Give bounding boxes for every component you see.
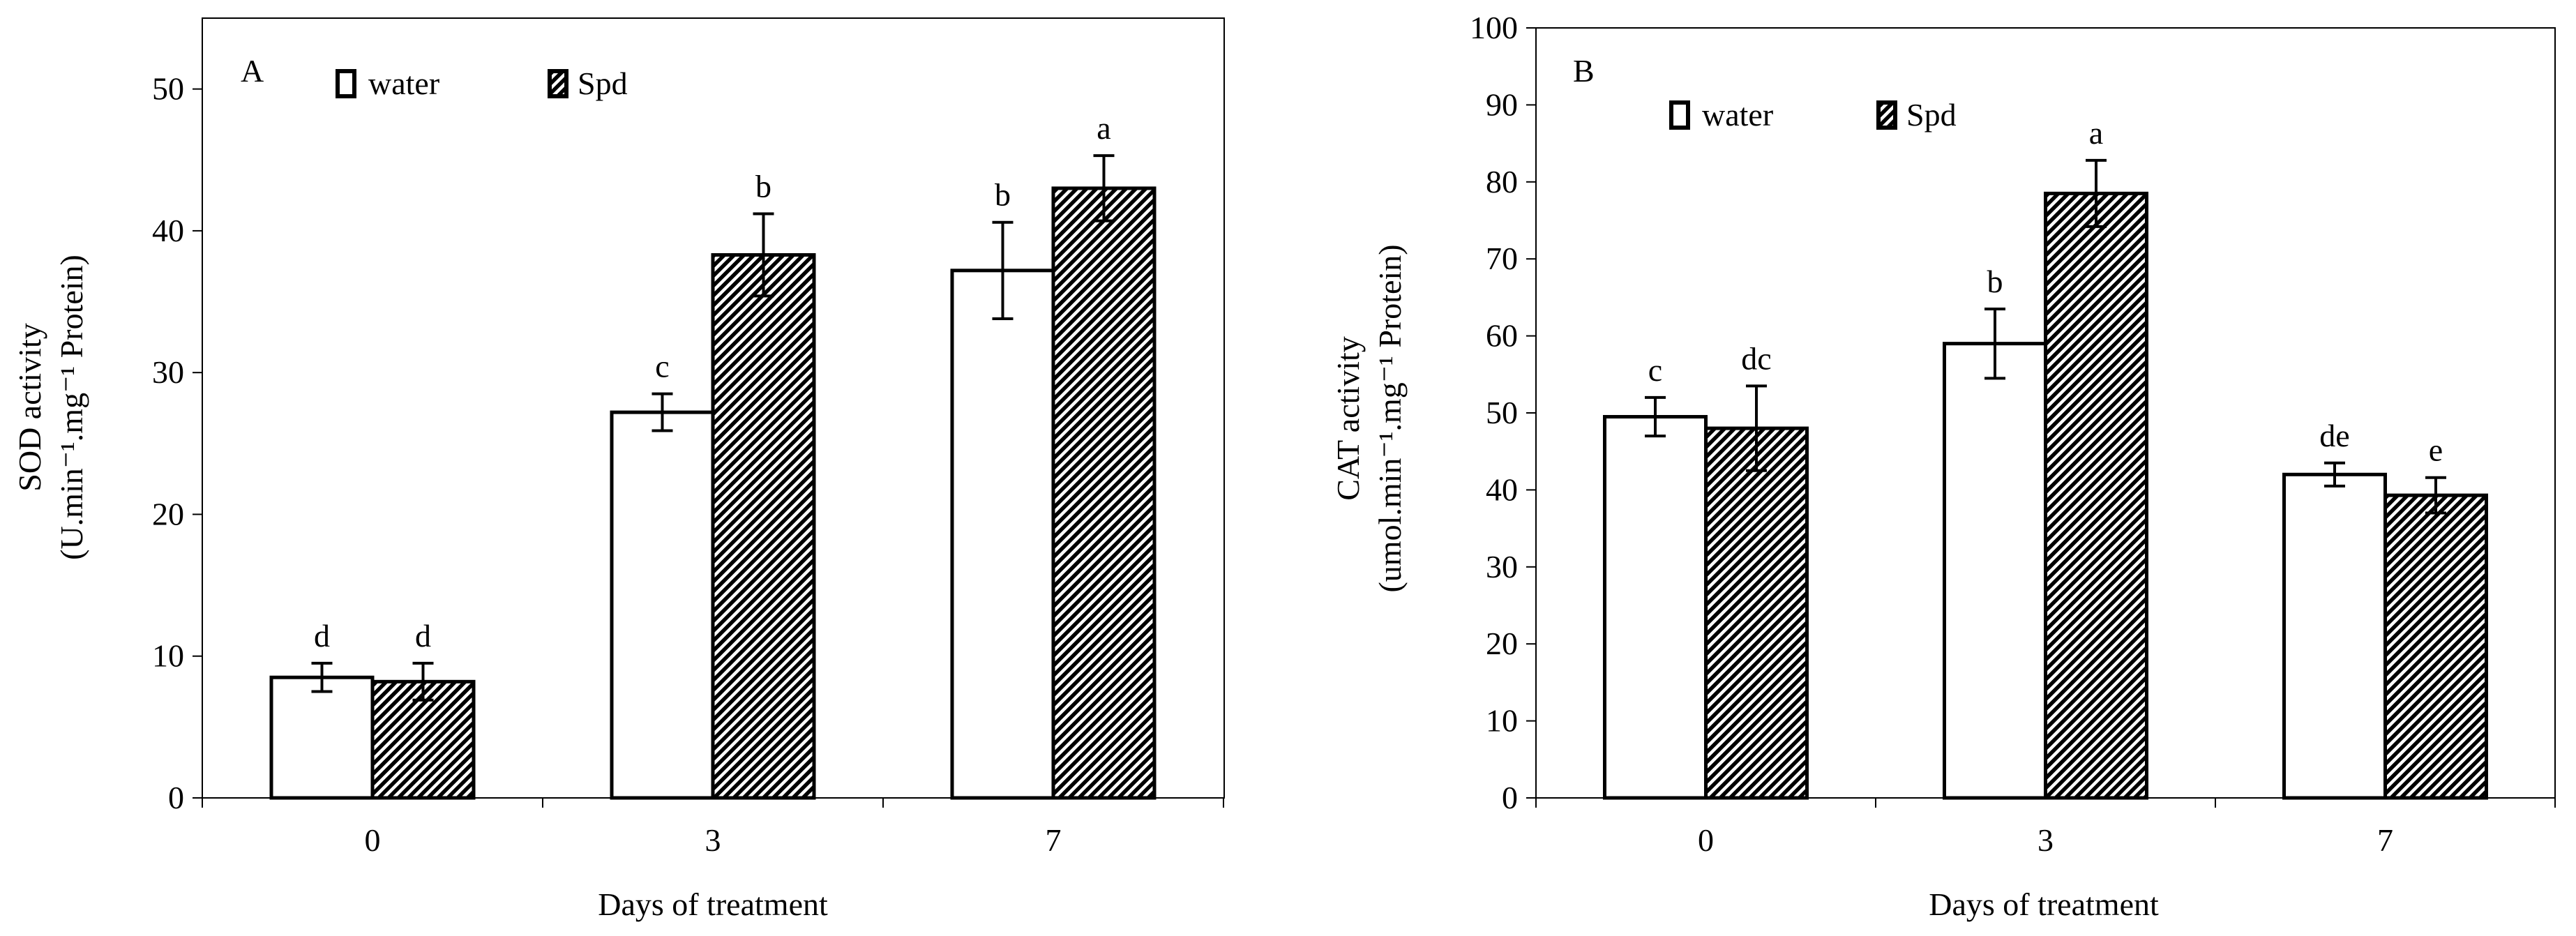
panel-a-label: A [241, 53, 264, 89]
x-tick-label: 7 [2377, 822, 2393, 858]
y-tick-label: 10 [152, 638, 184, 674]
y-tick-label: 0 [1502, 780, 1518, 815]
panel-a-ylabel-line1: SOD activity [12, 323, 47, 491]
legend-spd-label: Spd [578, 66, 628, 101]
panel-b-ylabel-line2: (umol.min⁻¹.mg⁻¹ Protein) [1372, 244, 1408, 592]
y-tick-label: 10 [1486, 703, 1518, 739]
y-tick-label: 90 [1486, 86, 1518, 122]
significance-letter: b [1987, 264, 2003, 299]
x-tick-label: 0 [365, 822, 381, 858]
spd-bar-day-7 [2383, 493, 2488, 800]
panel-a-ylabel: SOD activity (U.min⁻¹.mg⁻¹ Protein) [12, 255, 89, 560]
panel-a-xlabel: Days of treatment [598, 886, 828, 922]
spd-bar-day-3 [2044, 191, 2148, 800]
y-tick-label: 50 [152, 71, 184, 107]
x-tick-label: 7 [1046, 822, 1062, 858]
y-tick-label: 80 [1486, 164, 1518, 199]
panel-b-ylabel-line1: CAT activity [1330, 336, 1366, 501]
legend-spd-swatch [548, 69, 568, 98]
legend-water-swatch [1669, 100, 1690, 130]
significance-letter: e [2429, 432, 2443, 468]
water-bar-day-0 [269, 675, 375, 800]
significance-letter: d [415, 618, 431, 654]
y-tick-label: 100 [1470, 10, 1518, 45]
y-tick-label: 20 [152, 496, 184, 531]
y-tick-label: 30 [152, 354, 184, 390]
legend-spd-label: Spd [1906, 97, 1957, 133]
significance-letter: d [314, 618, 330, 654]
significance-letter: a [1097, 110, 1110, 146]
legend-water-swatch [336, 69, 356, 98]
water-bar-day-7 [950, 269, 1055, 800]
panel-a-ylabel-line2: (U.min⁻¹.mg⁻¹ Protein) [54, 255, 89, 560]
spd-bar-day-7 [1051, 186, 1157, 800]
x-tick-label: 0 [1698, 822, 1714, 858]
legend-water-label: water [368, 66, 439, 101]
y-tick-label: 70 [1486, 241, 1518, 276]
legend-water-label: water [1702, 97, 1773, 133]
y-tick-label: 40 [1486, 471, 1518, 507]
panel-a-legend: water Spd [336, 66, 628, 101]
panel-b-ylabel: CAT activity (umol.min⁻¹.mg⁻¹ Protein) [1330, 244, 1408, 592]
panel-b-xlabel: Days of treatment [1929, 886, 2159, 922]
water-bar-day-7 [2282, 472, 2387, 800]
significance-letter: b [755, 169, 771, 204]
significance-letter: a [2089, 115, 2103, 151]
spd-bar-day-0 [1704, 426, 1809, 800]
panel-b-legend: water Spd [1669, 97, 1957, 133]
water-bar-day-0 [1603, 415, 1708, 800]
water-bar-day-3 [610, 410, 715, 800]
y-tick-label: 30 [1486, 549, 1518, 584]
x-tick-label: 3 [705, 822, 721, 858]
significance-letter: c [655, 349, 669, 384]
panel-a-sod-chart: A water Spd SOD activity (U.min⁻¹.mg⁻¹ P… [12, 17, 1225, 922]
significance-letter: dc [1741, 340, 1771, 376]
legend-spd-swatch [1876, 100, 1897, 130]
x-tick-label: 3 [2038, 822, 2054, 858]
spd-bar-day-3 [711, 252, 816, 800]
panel-b-label: B [1573, 53, 1595, 89]
y-tick-label: 50 [1486, 395, 1518, 430]
y-tick-label: 40 [152, 213, 184, 248]
significance-letter: c [1648, 352, 1662, 388]
water-bar-day-3 [1943, 342, 2047, 800]
significance-letter: b [995, 177, 1011, 213]
y-tick-label: 0 [168, 780, 184, 815]
y-tick-label: 20 [1486, 626, 1518, 661]
panel-b-cat-chart: B water Spd CAT activity (umol.min⁻¹.mg⁻… [1330, 10, 2556, 922]
significance-letter: de [2319, 418, 2349, 453]
y-tick-label: 60 [1486, 318, 1518, 354]
